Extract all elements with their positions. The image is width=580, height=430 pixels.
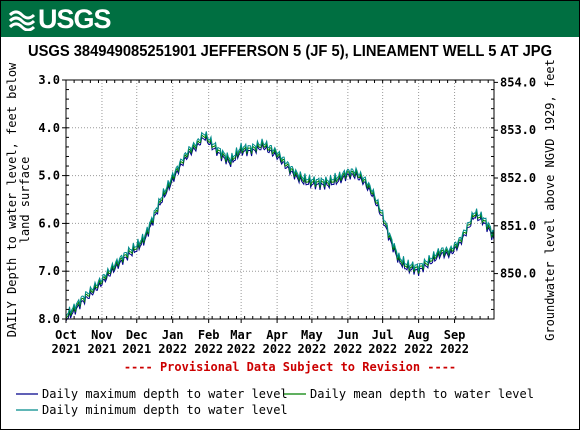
usgs-logo-text: USGS	[38, 4, 112, 34]
x-tick-label-year: 2022	[158, 342, 187, 356]
x-tick-label-month: Sep	[444, 328, 466, 342]
x-tick-label-month: Mar	[230, 328, 252, 342]
x-tick-label-month: Jul	[372, 328, 394, 342]
grid-lines	[66, 80, 494, 319]
x-tick-label-year: 2022	[297, 342, 326, 356]
x-tick-label-year: 2022	[440, 342, 469, 356]
x-tick-label-month: May	[301, 328, 323, 342]
x-tick-label-month: Nov	[91, 328, 113, 342]
y2-tick-label: 854.0	[500, 75, 536, 89]
y2-tick-label: 851.0	[500, 219, 536, 233]
x-tick-label-month: Feb	[198, 328, 220, 342]
chart-title: USGS 384949085251901 JEFFERSON 5 (JF 5),…	[27, 43, 553, 60]
x-tick-label-year: 2022	[368, 342, 397, 356]
series-lines	[65, 131, 495, 322]
legend-label-min: Daily minimum depth to water level	[42, 403, 288, 417]
series-line-mean	[65, 133, 495, 319]
y-axis-label-line1: DAILY Depth to water level, feet below	[5, 62, 19, 337]
x-tick-label-year: 2022	[227, 342, 256, 356]
y-tick-label: 8.0	[38, 312, 60, 326]
x-tick-label-month: Oct	[55, 328, 77, 342]
provisional-annotation: ---- Provisional Data Subject to Revisio…	[124, 360, 456, 374]
y2-axis-label: Groundwater level above NGVD 1929, feet	[543, 59, 557, 341]
y2-tick-labels: 850.0 851.0 852.0 853.0 854.0	[500, 75, 536, 280]
legend: Daily maximum depth to water level Daily…	[16, 387, 534, 417]
tick-marks	[62, 79, 498, 323]
y-tick-label: 6.0	[38, 216, 60, 230]
x-tick-label-year: 2022	[194, 342, 223, 356]
x-tick-label-year: 2022	[404, 342, 433, 356]
x-tick-label-month: Aug	[408, 328, 430, 342]
series-line-min	[65, 131, 495, 317]
x-tick-label-month: Dec	[126, 328, 148, 342]
plot-area-border	[65, 79, 495, 320]
x-tick-label-month: Apr	[266, 328, 288, 342]
x-tick-label-year: 2021	[88, 342, 117, 356]
series-line-max	[65, 136, 495, 322]
x-tick-label-year: 2022	[333, 342, 362, 356]
y2-tick-label: 852.0	[500, 171, 536, 185]
y-tick-label: 7.0	[38, 264, 60, 278]
x-tick-label-year: 2021	[122, 342, 151, 356]
legend-label-mean: Daily mean depth to water level	[310, 387, 534, 401]
usgs-banner: USGS	[1, 1, 579, 37]
usgs-wave-icon	[9, 10, 35, 31]
x-tick-label-month: Jan	[162, 328, 184, 342]
x-tick-label-year: 2022	[263, 342, 292, 356]
y-tick-labels: 3.0 4.0 5.0 6.0 7.0 8.0	[38, 73, 60, 326]
y2-tick-label: 853.0	[500, 123, 536, 137]
y2-tick-label: 850.0	[500, 267, 536, 281]
x-tick-labels: Oct2021Nov2021Dec2021Jan2022Feb2022Mar20…	[52, 328, 469, 356]
y-tick-label: 4.0	[38, 121, 60, 135]
y-axis-label-line2: land surface	[18, 157, 32, 244]
x-tick-label-year: 2021	[52, 342, 81, 356]
legend-label-max: Daily maximum depth to water level	[42, 387, 288, 401]
usgs-logo[interactable]: USGS	[9, 4, 112, 34]
y-tick-label: 3.0	[38, 73, 60, 87]
y-tick-label: 5.0	[38, 169, 60, 183]
x-tick-label-month: Jun	[337, 328, 359, 342]
